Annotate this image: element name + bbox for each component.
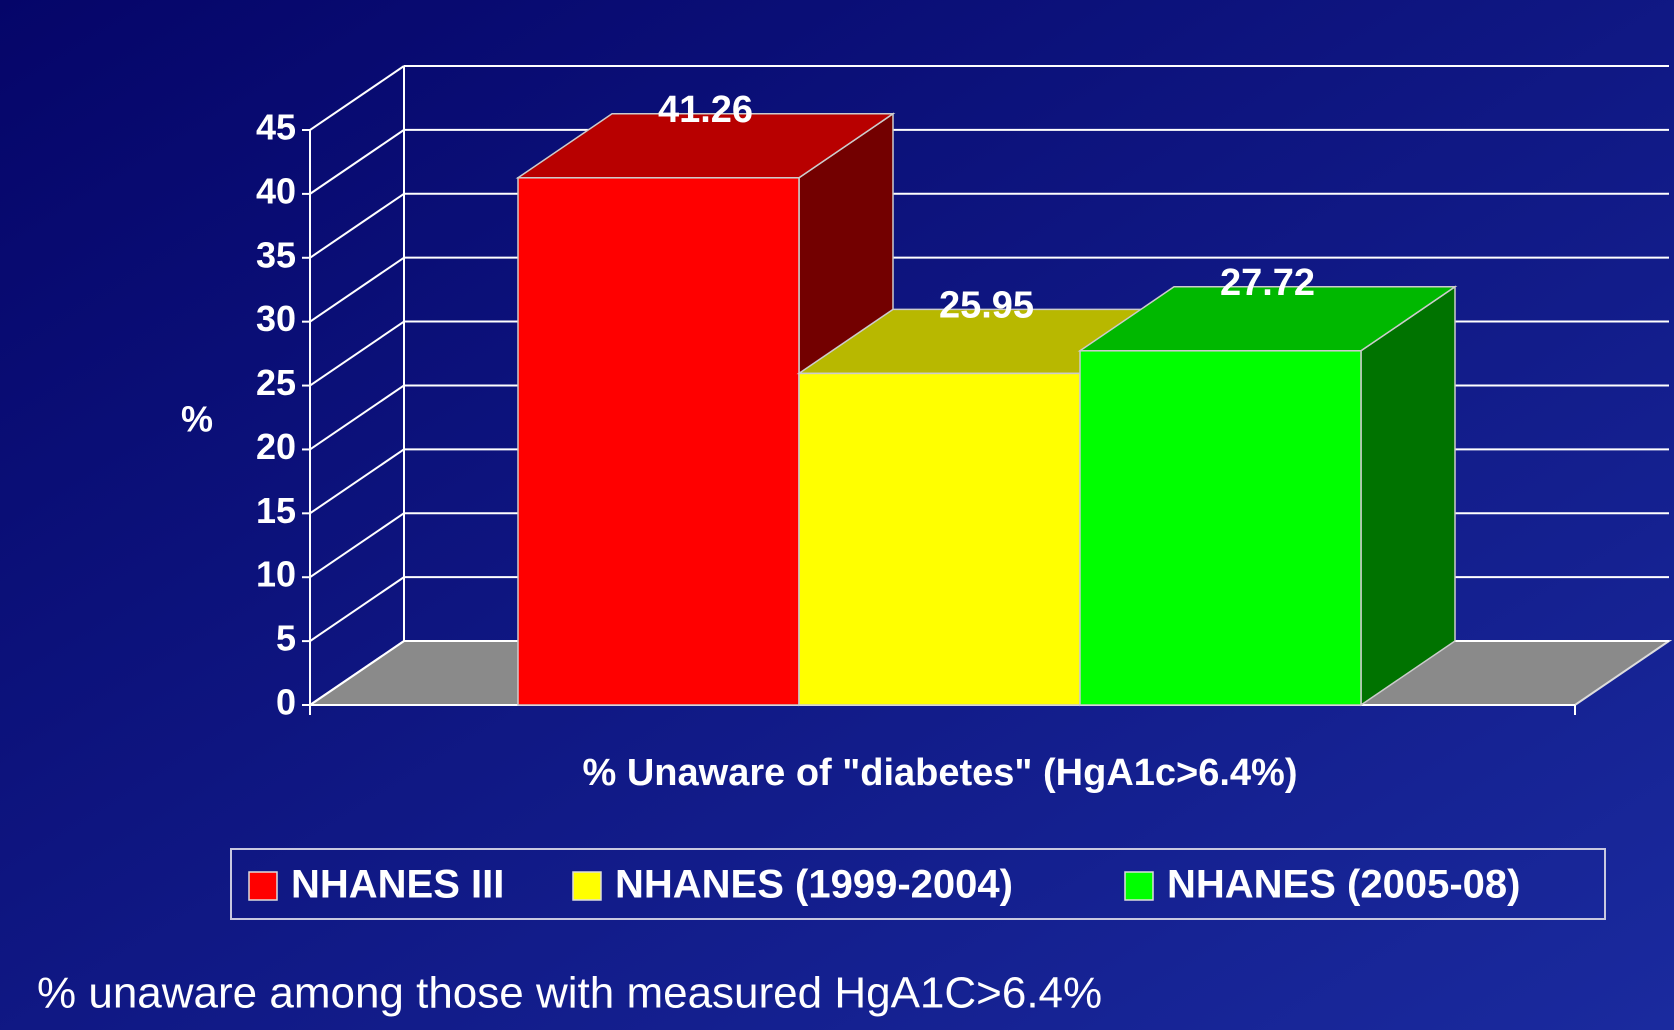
y-tick-label: 15 [256,490,296,531]
bar [517,177,800,706]
legend [230,848,1606,920]
data-label: 25.95 [939,284,1034,326]
y-axis-label: % [181,399,213,440]
grid-line [309,448,405,515]
grid-line [309,192,405,259]
y-tick-label: 5 [276,618,296,659]
grid-line [309,256,405,323]
grid-line [309,640,405,706]
legend-label: NHANES (2005-08) [1167,863,1520,907]
legend-swatch [248,871,278,901]
y-tick-label: 45 [256,107,296,148]
legend-items: NHANES III NHANES (1999-2004) NHANES (2005… [248,863,1520,907]
grid-line [309,65,405,131]
grid-line [309,384,405,451]
legend-label: NHANES (1999-2004) [615,863,1013,907]
bar-side [1360,285,1456,707]
legend-label: NHANES III [291,863,504,907]
y-tick-label: 25 [256,362,296,403]
bar [1079,350,1362,706]
y-tick-label: 0 [276,682,296,723]
y-tick-label: 35 [256,234,296,275]
y-tick-label: 30 [256,298,296,339]
bar [798,372,1081,706]
y-tick-label: 40 [256,170,296,211]
y-tick-label: 10 [256,554,296,595]
grid-line [309,320,405,387]
grid-line [309,512,405,579]
legend-swatch [1124,871,1154,901]
legend-swatch [572,871,602,901]
data-label: 41.26 [658,89,753,131]
x-tick-label: % Unaware of "diabetes" (HgA1c>6.4%) [583,752,1298,794]
data-label: 27.72 [1220,262,1315,304]
footnote: % unaware among those with measured HgA1… [37,969,1102,1018]
grid-line [309,576,405,642]
grid-line [309,129,405,195]
y-tick-label: 20 [256,426,296,467]
plot: 0 5 10 15 20 25 30 35 40 45 41.26 25.95 27.72 [256,65,1673,723]
